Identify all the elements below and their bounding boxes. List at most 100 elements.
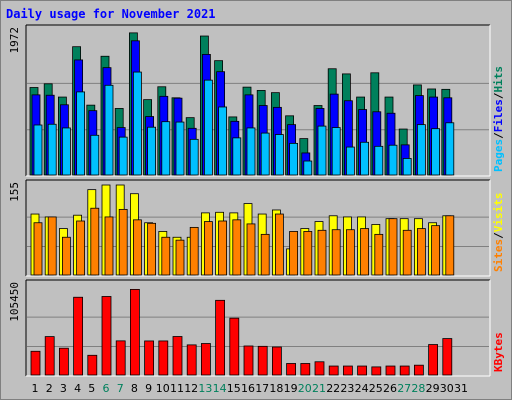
pages-bar — [374, 145, 384, 176]
legend-sites: Sites — [492, 239, 505, 272]
sites-bar — [47, 216, 57, 276]
kbytes-bar — [442, 338, 453, 376]
day-label: 6 — [103, 382, 110, 395]
pages-bar — [431, 128, 441, 176]
sites-bar — [289, 231, 299, 276]
kbytes-bar — [342, 365, 353, 376]
legend-kbytes: KBytes — [492, 332, 505, 372]
day-label: 10 — [156, 382, 170, 395]
pages-bar — [161, 121, 171, 176]
legend-separator: / — [492, 132, 505, 139]
sites-bar — [402, 229, 412, 276]
pages-bar — [189, 138, 199, 176]
pages-bar — [76, 91, 85, 176]
legend-hits: Hits — [492, 66, 505, 93]
kbytes-bar — [101, 296, 112, 376]
kbytes-bar — [158, 340, 169, 376]
legend-separator: / — [492, 92, 505, 99]
y-max-label-kbytes: 105450 — [8, 282, 21, 322]
kbytes-bar — [257, 345, 268, 376]
day-label: 2 — [46, 382, 53, 395]
kbytes-bar — [243, 345, 254, 376]
kbytes-bar — [172, 336, 183, 376]
day-label: 31 — [454, 382, 468, 395]
day-label: 27 — [397, 382, 411, 395]
day-label: 9 — [145, 382, 152, 395]
pages-bar — [345, 146, 355, 176]
day-label: 7 — [117, 382, 124, 395]
pages-bar — [218, 106, 228, 176]
kbytes-bar — [200, 343, 211, 376]
day-label: 28 — [411, 382, 425, 395]
day-label: 4 — [74, 382, 81, 395]
pages-bar — [388, 144, 398, 176]
day-label: 30 — [440, 382, 454, 395]
sites-bar — [62, 236, 71, 276]
day-label: 13 — [198, 382, 212, 395]
day-label: 21 — [312, 382, 326, 395]
kbytes-bar — [371, 366, 382, 376]
pages-bar — [118, 136, 128, 176]
kbytes-bar — [271, 346, 282, 376]
kbytes-bar — [286, 363, 297, 376]
sites-bar — [132, 219, 142, 276]
day-label: 23 — [340, 382, 354, 395]
day-label: 29 — [426, 382, 440, 395]
sites-bar — [388, 218, 398, 276]
legend-pages: Pages — [492, 139, 505, 172]
kbytes-bar — [30, 350, 41, 376]
day-label: 8 — [131, 382, 138, 395]
day-label: 26 — [383, 382, 397, 395]
day-label: 22 — [326, 382, 340, 395]
kbytes-bar — [229, 317, 240, 376]
pages-bar — [90, 134, 100, 176]
legend-hits-files-pages: Pages/Files/Hits — [492, 66, 505, 172]
pages-bar — [360, 141, 370, 176]
sites-bar — [189, 226, 199, 276]
pages-bar — [62, 127, 71, 176]
kbytes-bar — [328, 365, 339, 376]
legend-visits: Visits — [492, 193, 505, 233]
kbytes-bar — [59, 347, 69, 376]
chart-title: Daily usage for November 2021 — [6, 7, 216, 21]
pages-bar — [260, 132, 270, 176]
pages-bar — [33, 124, 43, 176]
kbytes-bar — [428, 344, 439, 376]
day-label: 5 — [88, 382, 95, 395]
pages-bar — [175, 121, 185, 176]
pages-bar — [47, 123, 57, 176]
kbytes-bar — [357, 365, 368, 376]
kbytes-bar — [129, 288, 140, 376]
day-label: 17 — [255, 382, 269, 395]
day-label: 3 — [60, 382, 67, 395]
pages-bar — [274, 134, 284, 176]
sites-bar — [374, 233, 384, 276]
sites-bar — [104, 216, 114, 276]
sites-bar — [90, 207, 100, 276]
sites-bar — [33, 222, 43, 276]
sites-bar — [416, 228, 426, 276]
kbytes-bar — [413, 364, 424, 376]
pages-bar — [303, 160, 313, 176]
pages-bar — [402, 158, 412, 176]
kbytes-bar — [399, 365, 410, 376]
pages-bar — [416, 124, 426, 176]
sites-bar — [76, 220, 85, 276]
day-label: 14 — [213, 382, 227, 395]
pages-bar — [232, 137, 242, 176]
day-label: 1 — [32, 382, 39, 395]
day-label: 16 — [241, 382, 255, 395]
sites-bar — [175, 239, 185, 276]
day-label: 20 — [298, 382, 312, 395]
pages-bar — [203, 79, 213, 176]
sites-bar — [331, 229, 341, 276]
pages-bar — [104, 84, 114, 176]
sites-bar — [161, 236, 171, 276]
day-label: 12 — [184, 382, 198, 395]
sites-bar — [118, 208, 128, 276]
day-label: 25 — [369, 382, 383, 395]
day-label: 18 — [269, 382, 283, 395]
legend-visits-sites: Sites/Visits — [492, 193, 505, 273]
kbytes-bar — [314, 361, 325, 376]
legend-kbytes: KBytes — [492, 332, 505, 372]
